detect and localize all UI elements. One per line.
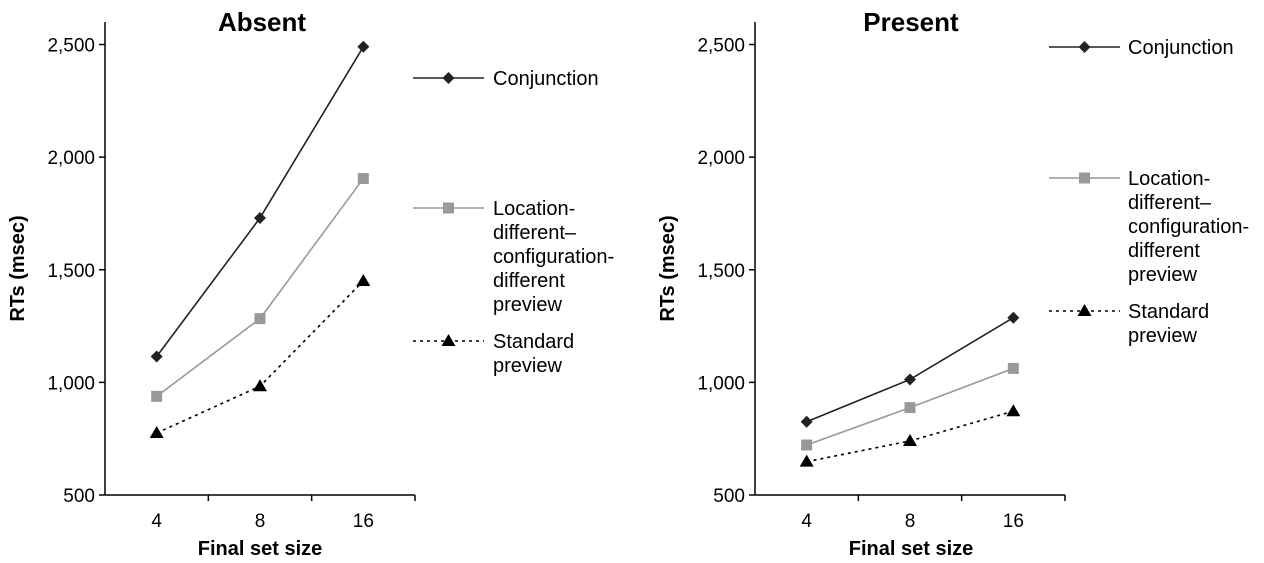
x-tick-label: 4 xyxy=(151,511,162,532)
legend-marker xyxy=(1077,304,1092,316)
series-square xyxy=(151,173,369,402)
chart-panel-present: Present 500 1,000 1,500 2,000 2,500 4 8 16 RTs (m… xyxy=(657,7,1249,560)
legend-entry: Location-different–configuration-differe… xyxy=(1049,168,1249,286)
legend-label: Standard xyxy=(1128,301,1209,323)
legend-marker xyxy=(1079,172,1090,184)
legend-marker xyxy=(1078,41,1091,53)
series-triangle xyxy=(149,274,371,439)
y-tick-label: 1,500 xyxy=(697,261,745,282)
x-tick-label: 4 xyxy=(801,511,812,532)
series-triangle xyxy=(799,404,1021,467)
data-point xyxy=(1006,404,1021,417)
legend-label: Conjunction xyxy=(493,68,599,90)
data-point xyxy=(357,40,370,53)
data-point xyxy=(356,274,371,287)
legend-label: Conjunction xyxy=(1128,37,1234,59)
data-point xyxy=(149,426,164,439)
legend-label: preview xyxy=(1128,325,1197,347)
legend-marker xyxy=(443,202,454,214)
x-axis-label: Final set size xyxy=(849,538,974,560)
data-point xyxy=(151,390,163,402)
series-diamond xyxy=(800,311,1020,428)
x-axis-label: Final set size xyxy=(198,538,323,560)
legend-label: Standard xyxy=(493,331,574,353)
legend-label: different– xyxy=(1128,192,1212,214)
series-line xyxy=(156,178,364,397)
series-diamond xyxy=(150,40,370,363)
y-axis-label: RTs (msec) xyxy=(657,215,679,321)
y-axis-label: RTs (msec) xyxy=(7,215,29,321)
x-tick-label: 8 xyxy=(255,511,266,532)
legend-label: Location- xyxy=(1128,168,1210,190)
y-tick-label: 500 xyxy=(713,486,745,507)
y-tick-label: 500 xyxy=(63,486,95,507)
data-point xyxy=(904,402,916,414)
legend-label: different xyxy=(493,270,565,292)
data-point xyxy=(254,313,266,325)
chart-title: Absent xyxy=(218,7,306,37)
legend-marker xyxy=(441,334,456,346)
x-tick-label: 8 xyxy=(905,511,916,532)
data-point xyxy=(799,454,814,467)
data-point xyxy=(801,439,813,451)
series-square xyxy=(801,362,1019,451)
chart-title: Present xyxy=(863,7,959,37)
legend-label: preview xyxy=(493,294,562,316)
legend-label: preview xyxy=(1128,264,1197,286)
data-point xyxy=(254,211,266,224)
legend-entry: Conjunction xyxy=(413,68,599,90)
legend-entry: Conjunction xyxy=(1049,37,1234,59)
y-tick-label: 2,000 xyxy=(47,148,95,169)
x-tick-label: 16 xyxy=(1003,511,1024,532)
data-point xyxy=(357,173,369,185)
x-tick-label: 16 xyxy=(353,511,374,532)
series-line xyxy=(156,46,365,357)
data-point xyxy=(904,373,916,386)
y-tick-label: 1,500 xyxy=(47,261,95,282)
legend-label: Location- xyxy=(493,198,575,220)
data-point xyxy=(903,433,917,446)
legend-label: preview xyxy=(493,355,562,377)
y-tick-label: 1,000 xyxy=(697,373,745,394)
data-point xyxy=(1007,311,1020,324)
data-point xyxy=(150,350,163,363)
legend-label: different xyxy=(1128,240,1200,262)
legend-label: different– xyxy=(493,222,577,244)
data-point xyxy=(253,379,267,392)
legend-label: configuration- xyxy=(1128,216,1249,238)
data-point xyxy=(1007,362,1019,374)
chart-panel-absent: Absent 500 1,000 1,500 2,000 2,500 4 8 16 RTs (ms… xyxy=(7,7,614,560)
legend-label: configuration- xyxy=(493,246,614,268)
legend-marker xyxy=(442,72,455,84)
y-tick-label: 1,000 xyxy=(47,373,95,394)
y-tick-label: 2,500 xyxy=(47,36,95,57)
y-tick-label: 2,500 xyxy=(697,36,745,57)
legend-entry: Location-different–configuration-differe… xyxy=(413,198,614,316)
y-tick-label: 2,000 xyxy=(697,148,745,169)
data-point xyxy=(800,415,813,428)
series-line xyxy=(156,280,364,434)
